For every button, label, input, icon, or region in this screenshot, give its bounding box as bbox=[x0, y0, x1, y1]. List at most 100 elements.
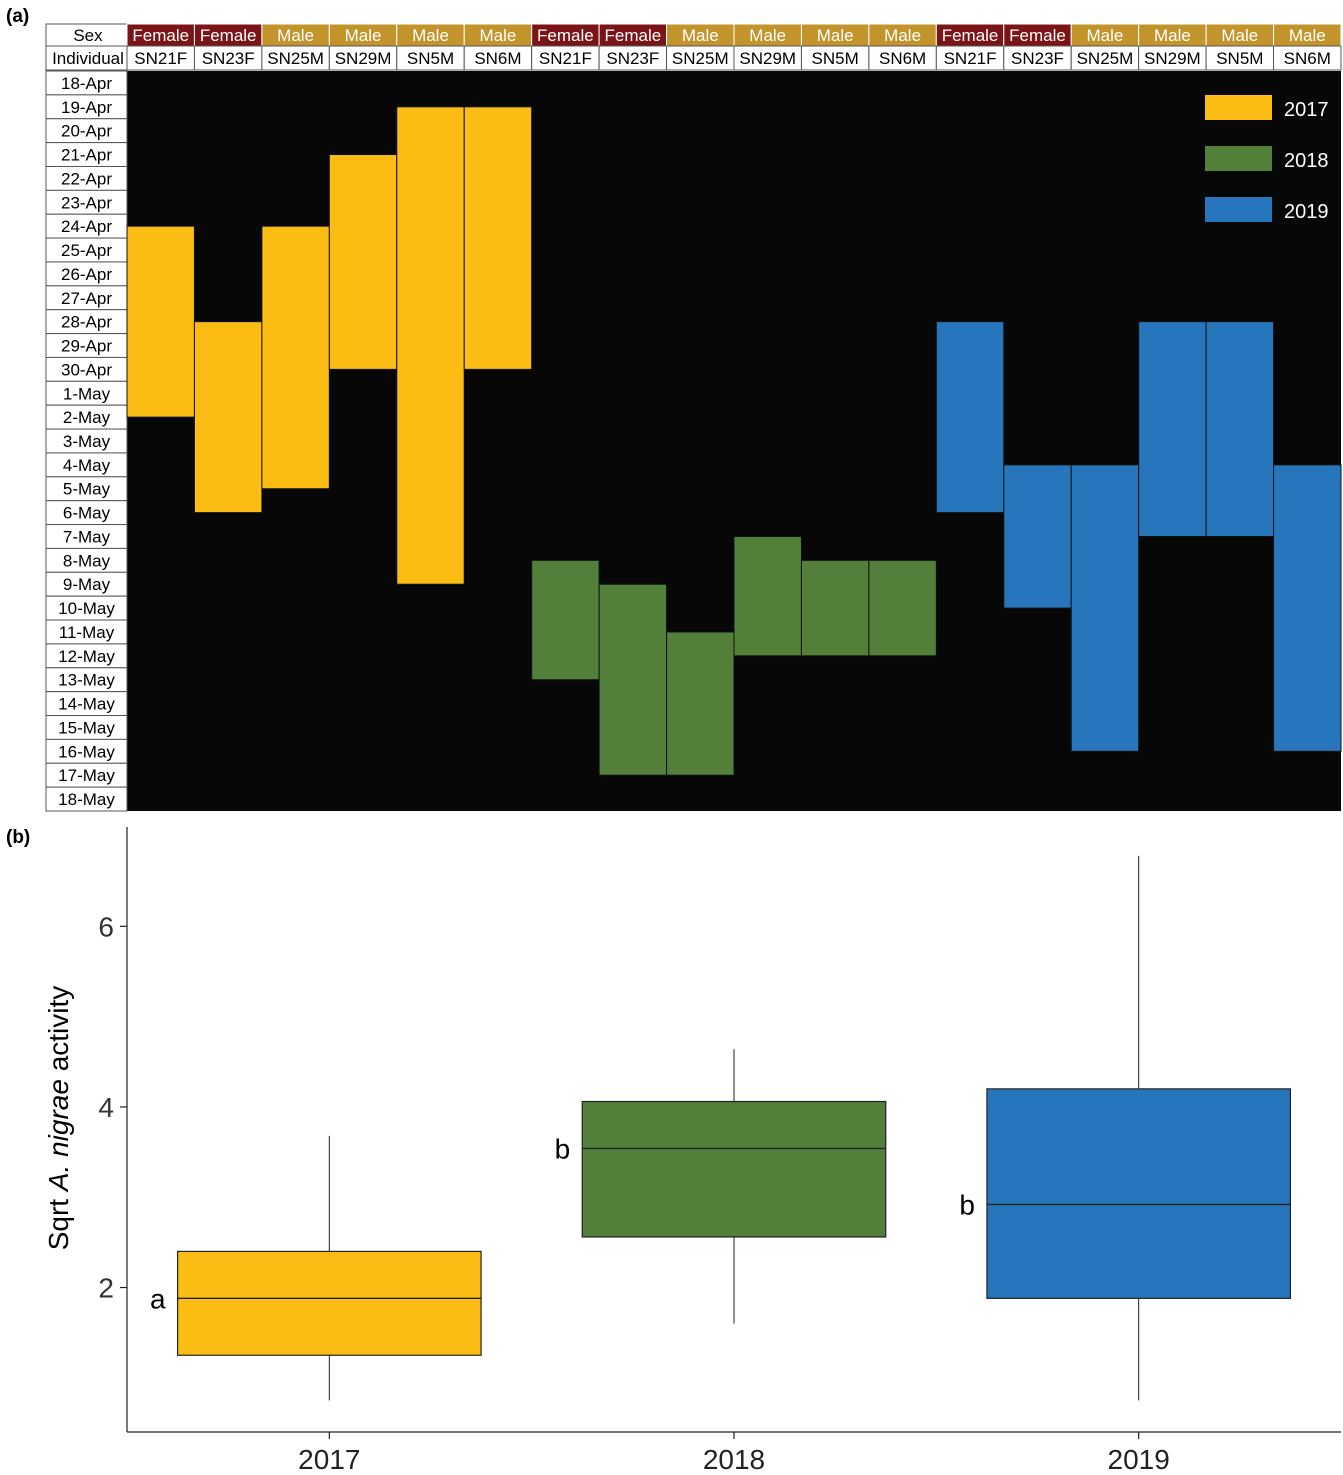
activity-bar bbox=[733, 535, 802, 657]
individual-cell bbox=[261, 45, 330, 71]
significance-letter: a bbox=[150, 1283, 166, 1314]
date-label: 18-May bbox=[58, 790, 115, 809]
panel-a-label: (a) bbox=[6, 6, 29, 27]
individual-label: SN25M bbox=[672, 49, 729, 68]
activity-bar bbox=[396, 106, 465, 585]
date-label: 18-Apr bbox=[61, 74, 112, 93]
sex-label: Male bbox=[412, 26, 449, 45]
individual-label: SN29M bbox=[1144, 49, 1201, 68]
sex-label: Male bbox=[1087, 26, 1124, 45]
individual-label: SN29M bbox=[739, 49, 796, 68]
date-label: 20-Apr bbox=[61, 122, 112, 141]
individual-label: SN5M bbox=[1216, 49, 1263, 68]
individual-cell bbox=[396, 45, 465, 71]
individual-cell bbox=[935, 45, 1005, 71]
individual-cell bbox=[1138, 45, 1207, 71]
date-label: 16-May bbox=[58, 742, 115, 761]
individual-label: SN23F bbox=[606, 49, 659, 68]
activity-bar bbox=[666, 631, 735, 776]
sex-label: Female bbox=[537, 26, 594, 45]
individual-label: SN21F bbox=[134, 49, 187, 68]
date-label: 24-Apr bbox=[61, 217, 112, 236]
date-label: 14-May bbox=[58, 695, 115, 714]
date-label: 17-May bbox=[58, 766, 115, 785]
individual-label: SN21F bbox=[539, 49, 592, 68]
activity-bar bbox=[800, 559, 870, 657]
individual-row-label: Individual bbox=[52, 49, 124, 68]
individual-cell bbox=[800, 45, 870, 71]
individual-cell bbox=[531, 45, 600, 71]
sex-label: Female bbox=[604, 26, 661, 45]
date-label: 7-May bbox=[63, 527, 111, 546]
date-label: 2-May bbox=[63, 408, 111, 427]
date-label: 6-May bbox=[63, 504, 111, 523]
activity-bar bbox=[1138, 321, 1207, 537]
date-label: 3-May bbox=[63, 432, 111, 451]
individual-cell bbox=[193, 45, 263, 71]
activity-bar bbox=[463, 106, 533, 370]
individual-cell bbox=[126, 45, 195, 71]
sex-row-label: Sex bbox=[73, 26, 103, 45]
individual-cell bbox=[463, 45, 533, 71]
date-label: 1-May bbox=[63, 384, 111, 403]
individual-cell bbox=[868, 45, 937, 71]
significance-letter: b bbox=[555, 1133, 571, 1164]
individual-label: SN23F bbox=[202, 49, 255, 68]
individual-cell bbox=[1070, 45, 1140, 71]
y-axis-label: Sqrt A. nigrae activity bbox=[43, 986, 74, 1251]
sex-label: Male bbox=[480, 26, 517, 45]
sex-label: Male bbox=[1154, 26, 1191, 45]
date-label: 28-Apr bbox=[61, 313, 112, 332]
individual-cell bbox=[1273, 45, 1342, 71]
legend-label: 2017 bbox=[1284, 99, 1329, 121]
significance-letter: b bbox=[959, 1189, 975, 1220]
y-tick-label: 2 bbox=[98, 1273, 114, 1304]
sex-label: Male bbox=[682, 26, 719, 45]
sex-label: Male bbox=[817, 26, 854, 45]
date-label: 29-Apr bbox=[61, 337, 112, 356]
individual-cell bbox=[328, 45, 398, 71]
activity-bar bbox=[261, 225, 330, 490]
individual-label: SN6M bbox=[1284, 49, 1331, 68]
individual-label: SN29M bbox=[335, 49, 392, 68]
panel-a-activity-timeline: (a) Sex Individual Female SN21F Female SN23… bbox=[6, 6, 1342, 812]
y-axis-label-suffix: activity bbox=[43, 986, 74, 1079]
sex-label: Male bbox=[884, 26, 921, 45]
box bbox=[986, 1088, 1292, 1299]
date-label: 15-May bbox=[58, 718, 115, 737]
panel-b-label: (b) bbox=[6, 827, 30, 848]
date-label: 4-May bbox=[63, 456, 111, 475]
panel-a-plot: Female SN21F Female SN23F Male SN25M Male SN29M… bbox=[45, 23, 1342, 812]
date-label: 5-May bbox=[63, 480, 111, 499]
activity-bar bbox=[598, 583, 668, 776]
individual-cell bbox=[1003, 45, 1072, 71]
individual-label: SN25M bbox=[1077, 49, 1134, 68]
sex-label: Female bbox=[200, 26, 257, 45]
box bbox=[581, 1100, 887, 1238]
x-tick-label: 2018 bbox=[703, 1444, 765, 1475]
sex-label: Male bbox=[277, 26, 314, 45]
activity-bar bbox=[193, 321, 263, 514]
box bbox=[176, 1250, 482, 1356]
sex-label: Female bbox=[132, 26, 189, 45]
y-axis-label-prefix: Sqrt bbox=[43, 1191, 74, 1250]
individual-label: SN5M bbox=[812, 49, 859, 68]
date-label: 13-May bbox=[58, 671, 115, 690]
activity-bar bbox=[935, 321, 1005, 514]
activity-bar bbox=[328, 154, 398, 370]
legend-label: 2018 bbox=[1284, 150, 1329, 172]
activity-bar bbox=[1003, 464, 1072, 609]
date-label: 12-May bbox=[58, 647, 115, 666]
date-label: 8-May bbox=[63, 551, 111, 570]
sex-label: Male bbox=[345, 26, 382, 45]
legend-swatch bbox=[1205, 95, 1272, 120]
individual-label: SN6M bbox=[879, 49, 926, 68]
date-label: 25-Apr bbox=[61, 241, 112, 260]
individual-label: SN6M bbox=[474, 49, 521, 68]
date-row-cell bbox=[45, 786, 128, 812]
date-label: 23-Apr bbox=[61, 193, 112, 212]
sex-label: Male bbox=[749, 26, 786, 45]
individual-label: SN23F bbox=[1011, 49, 1064, 68]
sex-label: Male bbox=[1221, 26, 1258, 45]
